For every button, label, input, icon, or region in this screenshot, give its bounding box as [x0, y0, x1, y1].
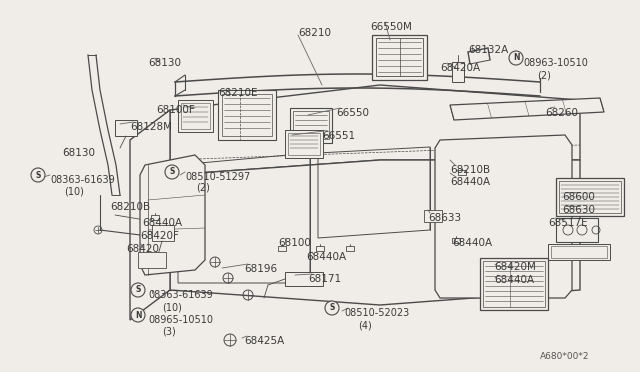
Circle shape [31, 168, 45, 182]
Bar [152, 225, 174, 241]
Text: S: S [330, 304, 335, 312]
Text: 68196: 68196 [244, 264, 277, 274]
Bar [278, 246, 286, 251]
Text: (4): (4) [358, 320, 372, 330]
Text: 66550: 66550 [336, 108, 369, 118]
Text: 08965-10510: 08965-10510 [148, 315, 213, 325]
Bar [178, 100, 213, 132]
Bar [458, 170, 466, 175]
Bar [548, 244, 610, 260]
Circle shape [131, 283, 145, 297]
Circle shape [509, 51, 523, 65]
Text: 68420A: 68420A [440, 63, 480, 73]
Text: A680*00*2: A680*00*2 [540, 352, 589, 361]
Polygon shape [140, 155, 205, 275]
Text: 68440A: 68440A [452, 238, 492, 248]
Bar [115, 120, 137, 136]
Text: 68210B: 68210B [450, 165, 490, 175]
Polygon shape [450, 98, 604, 120]
Bar [316, 246, 324, 251]
Text: 68171: 68171 [308, 274, 341, 284]
Polygon shape [170, 160, 580, 305]
Bar [285, 130, 323, 158]
Bar [452, 238, 460, 243]
Bar [480, 258, 548, 310]
Text: 08363-61639: 08363-61639 [148, 290, 212, 300]
Text: 68420: 68420 [126, 244, 159, 254]
Polygon shape [170, 85, 580, 175]
Text: N: N [513, 54, 519, 62]
Text: 68210B: 68210B [110, 202, 150, 212]
Bar [181, 103, 210, 129]
Polygon shape [435, 135, 572, 298]
Text: 68210: 68210 [298, 28, 331, 38]
Text: (10): (10) [162, 302, 182, 312]
Text: 68440A: 68440A [142, 218, 182, 228]
Text: 68440A: 68440A [306, 252, 346, 262]
Bar [346, 246, 354, 251]
Bar [376, 38, 423, 76]
Bar [556, 218, 598, 242]
Bar [222, 94, 272, 136]
Text: 68517E: 68517E [548, 218, 588, 228]
Bar [285, 272, 323, 286]
Text: 08510-51297: 08510-51297 [185, 172, 250, 182]
Bar [483, 261, 545, 307]
Text: (2): (2) [196, 183, 210, 193]
Bar [559, 181, 621, 213]
Text: 08510-52023: 08510-52023 [344, 308, 409, 318]
Text: 68420F: 68420F [140, 231, 179, 241]
Bar [218, 90, 276, 140]
Bar [293, 111, 329, 139]
Bar [372, 35, 427, 80]
Circle shape [131, 308, 145, 322]
Text: 68440A: 68440A [494, 275, 534, 285]
Text: 68630: 68630 [562, 205, 595, 215]
Bar [452, 62, 464, 82]
Bar [138, 252, 166, 268]
Text: 68420M: 68420M [494, 262, 536, 272]
Bar [151, 215, 159, 220]
Bar [288, 133, 320, 155]
Bar [424, 210, 442, 222]
Text: 68440A: 68440A [450, 177, 490, 187]
Text: S: S [135, 285, 141, 295]
Text: 68210E: 68210E [218, 88, 257, 98]
Text: N: N [135, 311, 141, 320]
Circle shape [165, 165, 179, 179]
Text: 68600: 68600 [562, 192, 595, 202]
Text: 68100: 68100 [278, 238, 311, 248]
Text: 68132A: 68132A [468, 45, 508, 55]
Text: S: S [170, 167, 175, 176]
Text: (10): (10) [64, 187, 84, 197]
Circle shape [325, 301, 339, 315]
Text: (3): (3) [162, 327, 176, 337]
Text: 66551: 66551 [322, 131, 355, 141]
Bar [551, 246, 607, 258]
Text: 68130: 68130 [62, 148, 95, 158]
Text: 08963-10510: 08963-10510 [523, 58, 588, 68]
Text: S: S [35, 170, 41, 180]
Text: 68128M: 68128M [130, 122, 172, 132]
Text: 66550M: 66550M [370, 22, 412, 32]
Text: 68130: 68130 [148, 58, 181, 68]
Text: 08363-61639: 08363-61639 [50, 175, 115, 185]
Text: 68425A: 68425A [244, 336, 284, 346]
Polygon shape [130, 110, 170, 320]
Text: 68260: 68260 [545, 108, 578, 118]
Text: 68100F: 68100F [156, 105, 195, 115]
Bar [556, 178, 624, 216]
Text: (2): (2) [537, 70, 551, 80]
Bar [290, 108, 332, 143]
Text: 68633: 68633 [428, 213, 461, 223]
